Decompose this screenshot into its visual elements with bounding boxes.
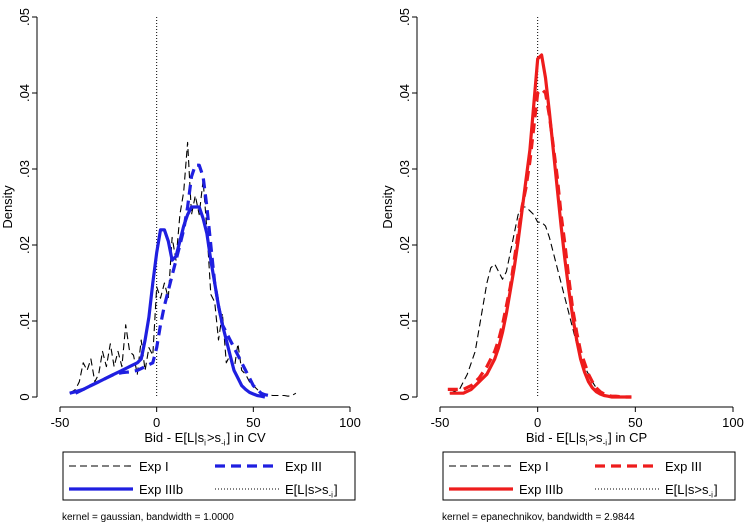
x-axis-title: Bid - E[L|si >s-i ] in CV xyxy=(144,430,266,447)
y-tick-label: .04 xyxy=(17,84,32,102)
y-tick-label: .05 xyxy=(397,8,412,26)
legend-label: E[L|s>s-i ] xyxy=(285,482,338,499)
series-line-exp-i xyxy=(69,141,297,397)
y-tick-label: .01 xyxy=(397,312,412,330)
legend-label: Exp IIIb xyxy=(139,482,183,497)
legend: Exp I Exp III Exp IIIb E[L|s>s-i ] xyxy=(442,451,736,501)
y-axis-title: Density xyxy=(0,185,15,229)
x-tick-label: 100 xyxy=(722,415,744,430)
x-tick-label: 50 xyxy=(246,415,260,430)
y-axis-title: Density xyxy=(380,185,395,229)
x-tick-label: -50 xyxy=(51,415,70,430)
legend-label: E[L|s>s-i ] xyxy=(665,482,718,499)
series-line-exp-i xyxy=(449,206,632,398)
series-line-exp-iii xyxy=(447,87,632,399)
legend-label: Exp I xyxy=(519,459,549,474)
legend-box xyxy=(62,451,356,501)
legend-box xyxy=(442,451,736,501)
y-tick-label: .04 xyxy=(397,84,412,102)
y-tick-label: .05 xyxy=(17,8,32,26)
y-tick-label: .02 xyxy=(17,236,32,254)
y-tick-label: 0 xyxy=(397,393,412,400)
x-axis-title: Bid - E[L|si >s-i ] in CP xyxy=(526,430,647,447)
legend-label: Exp I xyxy=(139,459,169,474)
legend: Exp I Exp III Exp IIIb E[L|s>s-i ] xyxy=(62,451,356,501)
kernel-note: kernel = gaussian, bandwidth = 1.0000 xyxy=(62,512,234,523)
series-line-exp-iiib xyxy=(69,205,266,399)
x-tick-label: 0 xyxy=(153,415,160,430)
x-tick-label: 100 xyxy=(339,415,361,430)
x-tick-label: 50 xyxy=(628,415,642,430)
y-tick-label: .02 xyxy=(397,236,412,254)
legend-label: Exp IIIb xyxy=(519,482,563,497)
series-line-exp-iii xyxy=(74,163,273,398)
chart-panel-left: -50 0 50 100 0 .01 .02 .03 .04 .05 Density Bid - E[… xyxy=(0,8,361,523)
kernel-note: kernel = epanechnikov, bandwidth = 2.984… xyxy=(442,512,635,523)
y-tick-label: 0 xyxy=(17,393,32,400)
legend-label: Exp III xyxy=(665,459,702,474)
y-tick-label: .03 xyxy=(17,160,32,178)
x-tick-label: 0 xyxy=(534,415,541,430)
y-tick-label: .01 xyxy=(17,312,32,330)
x-tick-label: -50 xyxy=(431,415,450,430)
legend-label: Exp III xyxy=(285,459,322,474)
y-tick-label: .03 xyxy=(397,160,412,178)
chart-panel-right: -50 0 50 100 0 .01 .02 .03 .04 .05 Density Bid - E[… xyxy=(380,8,744,523)
series-line-exp-iiib xyxy=(449,53,632,399)
